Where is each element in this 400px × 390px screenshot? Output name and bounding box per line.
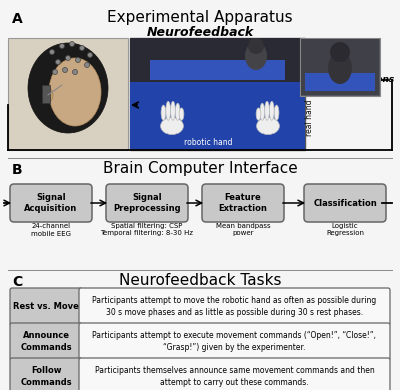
Text: Feature
Extraction: Feature Extraction	[218, 193, 268, 213]
Text: Signal
Acquisition: Signal Acquisition	[24, 193, 78, 213]
Bar	[301, 39, 379, 95]
Circle shape	[330, 42, 350, 62]
Ellipse shape	[170, 101, 175, 120]
Text: Mean bandpass
power: Mean bandpass power	[216, 223, 270, 236]
Ellipse shape	[245, 42, 267, 70]
Bar	[130, 38, 305, 82]
Text: Participants themselves announce same movement commands and then
attempt to carr: Participants themselves announce same mo…	[95, 367, 374, 386]
Text: Experimental Apparatus: Experimental Apparatus	[107, 10, 293, 25]
Ellipse shape	[260, 103, 265, 120]
Bar	[42, 85, 50, 103]
FancyBboxPatch shape	[10, 358, 82, 390]
Text: C: C	[12, 275, 22, 289]
FancyBboxPatch shape	[10, 288, 82, 325]
FancyBboxPatch shape	[79, 288, 390, 325]
Bar	[305, 73, 375, 91]
Text: Logistic
Regression: Logistic Regression	[326, 223, 364, 236]
Ellipse shape	[175, 103, 180, 120]
Text: Neurofeedback: Neurofeedback	[146, 26, 254, 39]
Bar	[300, 38, 380, 96]
Circle shape	[50, 50, 54, 55]
Text: Neurofeedback Tasks: Neurofeedback Tasks	[119, 273, 281, 288]
Ellipse shape	[328, 52, 352, 84]
Ellipse shape	[265, 101, 270, 120]
Circle shape	[248, 38, 264, 54]
Circle shape	[72, 69, 78, 74]
FancyBboxPatch shape	[304, 184, 386, 222]
FancyBboxPatch shape	[10, 184, 92, 222]
Text: Classification: Classification	[313, 199, 377, 207]
Ellipse shape	[270, 101, 274, 120]
Circle shape	[84, 62, 90, 67]
Circle shape	[80, 46, 84, 50]
Circle shape	[62, 67, 68, 73]
Text: Predictions: Predictions	[338, 76, 395, 85]
Bar	[130, 38, 305, 150]
Ellipse shape	[274, 105, 279, 120]
Text: 24-channel
mobile EEG: 24-channel mobile EEG	[31, 223, 71, 236]
FancyBboxPatch shape	[79, 358, 390, 390]
Circle shape	[88, 53, 92, 57]
FancyBboxPatch shape	[106, 184, 188, 222]
FancyBboxPatch shape	[202, 184, 284, 222]
Text: Participants attempt to move the robotic hand as often as possible during
30 s m: Participants attempt to move the robotic…	[92, 296, 377, 317]
Text: Signal
Preprocessing: Signal Preprocessing	[113, 193, 181, 213]
Circle shape	[60, 44, 64, 48]
Text: Follow
Commands: Follow Commands	[20, 367, 72, 386]
Bar	[130, 82, 305, 150]
Text: Participants attempt to execute movement commands (“Open!”, “Close!”,
“Grasp!”) : Participants attempt to execute movement…	[92, 332, 376, 351]
Circle shape	[52, 69, 58, 74]
Ellipse shape	[28, 43, 108, 133]
Text: real hand: real hand	[306, 100, 314, 136]
Text: Brain Computer Interface: Brain Computer Interface	[103, 161, 297, 176]
Ellipse shape	[43, 88, 53, 102]
Circle shape	[66, 55, 70, 60]
Ellipse shape	[49, 58, 101, 126]
FancyBboxPatch shape	[10, 323, 82, 360]
Ellipse shape	[179, 108, 184, 120]
Circle shape	[70, 41, 74, 46]
Text: Rest vs. Move: Rest vs. Move	[13, 302, 79, 311]
Ellipse shape	[161, 105, 166, 120]
Ellipse shape	[256, 108, 261, 120]
FancyBboxPatch shape	[79, 323, 390, 360]
Circle shape	[56, 60, 60, 64]
Text: B: B	[12, 163, 23, 177]
Text: A: A	[12, 12, 23, 26]
Bar	[8, 38, 128, 150]
Text: Spatial filtering: CSP
Temporal filtering: 8-30 Hz: Spatial filtering: CSP Temporal filterin…	[100, 223, 194, 236]
Bar	[150, 60, 285, 80]
Circle shape	[76, 57, 80, 62]
Ellipse shape	[160, 117, 183, 135]
Text: robotic hand: robotic hand	[184, 138, 233, 147]
Ellipse shape	[166, 101, 170, 120]
Ellipse shape	[257, 117, 279, 135]
Text: Announce
Commands: Announce Commands	[20, 332, 72, 351]
